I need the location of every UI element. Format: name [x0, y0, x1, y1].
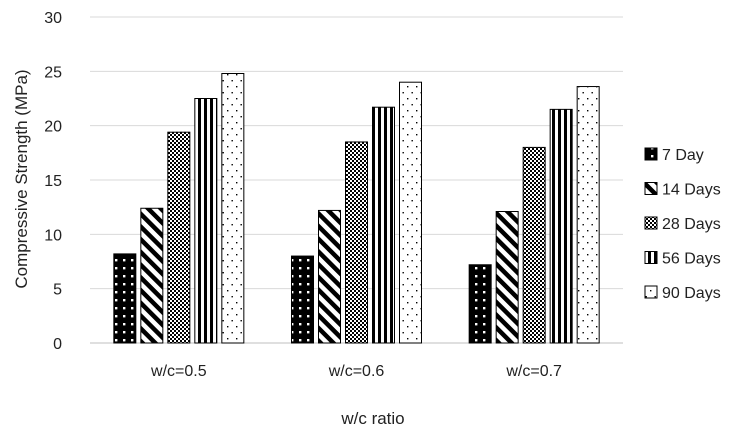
legend-item-28-days: 28 Days — [644, 216, 721, 233]
bar-14-days-1 — [140, 207, 164, 344]
x-tick-label: w/c=0.6 — [328, 363, 385, 380]
bar-7-day-1 — [113, 253, 137, 344]
bar-14-days-3 — [495, 211, 519, 344]
x-axis-title: w/c ratio — [340, 409, 404, 428]
y-tick-label: 0 — [53, 336, 62, 353]
legend-item-90-days: 90 Days — [644, 285, 721, 302]
legend-label: 28 Days — [662, 216, 721, 233]
y-axis-ticks: 0 5 10 15 20 25 30 — [44, 10, 62, 353]
bars — [113, 73, 600, 344]
bar-28-days-1 — [167, 131, 191, 344]
bar-90-days-1 — [221, 73, 245, 344]
y-tick-label: 15 — [44, 173, 62, 190]
bar-7-day-2 — [291, 255, 314, 344]
bar-56-days-2 — [372, 106, 395, 344]
bar-56-days-3 — [549, 108, 573, 344]
legend-item-7-day: 7 Day — [644, 147, 704, 164]
x-tick-label: w/c=0.7 — [505, 363, 562, 380]
legend-label: 14 Days — [662, 182, 721, 199]
bar-90-days-2 — [399, 81, 422, 344]
x-tick-label: w/c=0.5 — [150, 363, 207, 380]
y-tick-label: 20 — [44, 119, 62, 136]
legend-item-14-days: 14 Days — [644, 182, 721, 199]
legend-swatch — [644, 182, 658, 195]
bar-7-day-3 — [468, 264, 492, 344]
legend-swatch — [644, 147, 658, 161]
bar-90-days-3 — [576, 86, 600, 344]
legend-label: 7 Day — [662, 147, 704, 164]
y-tick-label: 25 — [44, 64, 62, 81]
bar-28-days-2 — [345, 141, 368, 344]
y-tick-label: 30 — [44, 10, 62, 27]
bar-14-days-2 — [318, 209, 341, 344]
bar-28-days-3 — [522, 146, 546, 344]
bar-56-days-1 — [194, 98, 218, 344]
legend-item-56-days: 56 Days — [644, 251, 721, 268]
legend-swatch — [644, 251, 658, 264]
legend: 7 Day 14 Days 28 Days 56 Days 90 Days — [644, 147, 721, 302]
legend-label: 90 Days — [662, 285, 721, 302]
x-axis-ticks: w/c=0.5 w/c=0.6 w/c=0.7 — [150, 363, 562, 380]
y-tick-label: 5 — [53, 282, 62, 299]
y-tick-label: 10 — [44, 227, 62, 244]
y-axis-title: Compressive Strength (MPa) — [12, 69, 31, 288]
legend-swatch — [644, 216, 658, 230]
legend-label: 56 Days — [662, 251, 721, 268]
legend-swatch — [644, 285, 658, 299]
